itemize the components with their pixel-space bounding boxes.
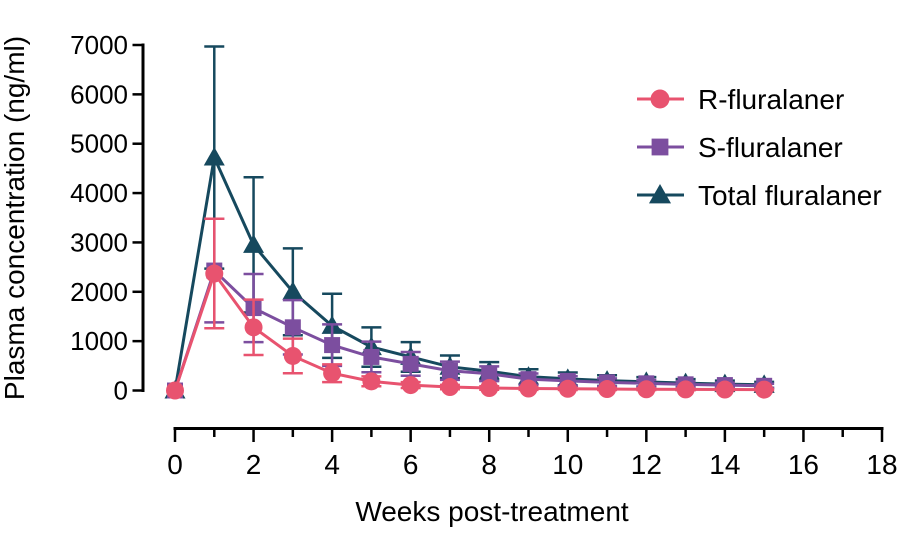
circle-marker-icon	[676, 380, 695, 399]
legend-label-total-fluralaner: Total fluralaner	[698, 180, 882, 211]
y-tick-label: 0	[114, 376, 128, 406]
legend-label-s-fluralaner: S-fluralaner	[698, 132, 843, 163]
triangle-marker-icon	[203, 147, 225, 166]
square-marker-icon	[324, 337, 341, 354]
x-axis: 0 2 4 6 8 10 12 14 16 18	[167, 427, 898, 480]
circle-marker-icon	[205, 264, 224, 283]
x-tick-label: 0	[167, 449, 183, 480]
x-tick-label: 6	[403, 449, 419, 480]
y-tick-label: 3000	[70, 227, 128, 257]
legend-item-s-fluralaner: S-fluralaner	[637, 132, 843, 163]
y-tick-label: 1000	[70, 326, 128, 356]
x-axis-title: Weeks post-treatment	[355, 496, 629, 527]
series-line-r-fluralaner	[173, 270, 765, 392]
circle-marker-icon	[519, 379, 538, 398]
x-tick-label: 18	[866, 449, 897, 480]
legend-item-r-fluralaner: R-fluralaner	[637, 84, 844, 115]
y-axis: 0 1000 2000 3000 4000 5000 6000 7000	[70, 30, 145, 406]
markers-r-fluralaner	[166, 264, 774, 400]
y-tick-label: 6000	[70, 79, 128, 109]
circle-marker-icon	[283, 346, 302, 365]
square-marker-icon	[481, 365, 498, 382]
x-tick-label: 8	[481, 449, 497, 480]
x-tick-label: 12	[631, 449, 662, 480]
y-axis-title: Plasma concentration (ng/ml)	[0, 36, 30, 400]
y-tick-label: 5000	[70, 129, 128, 159]
x-tick-label: 14	[709, 449, 740, 480]
y-tick-label: 2000	[70, 277, 128, 307]
triangle-marker-icon	[282, 281, 304, 300]
circle-marker-icon	[244, 318, 263, 337]
series-line-s-fluralaner	[173, 267, 765, 391]
x-tick-label: 10	[552, 449, 583, 480]
error-bars-total-fluralaner	[204, 45, 775, 390]
square-marker-icon	[651, 138, 669, 156]
y-tick-label: 4000	[70, 178, 128, 208]
circle-marker-icon	[637, 380, 656, 399]
triangle-marker-icon	[648, 183, 672, 204]
legend: R-fluralaner S-fluralaner Total fluralaner	[637, 84, 882, 211]
legend-item-total-fluralaner: Total fluralaner	[637, 180, 882, 211]
square-marker-icon	[284, 319, 301, 336]
circle-marker-icon	[558, 379, 577, 398]
circle-marker-icon	[480, 379, 499, 398]
x-tick-label: 4	[324, 449, 340, 480]
circle-marker-icon	[598, 380, 617, 399]
series-r-fluralaner	[166, 217, 775, 400]
x-tick-label: 16	[788, 449, 819, 480]
circle-marker-icon	[755, 380, 774, 399]
y-tick-label: 7000	[70, 30, 128, 60]
circle-marker-icon	[166, 381, 184, 400]
triangle-marker-icon	[243, 234, 265, 253]
circle-marker-icon	[650, 89, 670, 109]
circle-marker-icon	[362, 372, 381, 391]
circle-marker-icon	[440, 378, 459, 397]
square-marker-icon	[441, 362, 458, 379]
x-tick-label: 2	[246, 449, 262, 480]
square-marker-icon	[363, 348, 380, 365]
circle-marker-icon	[715, 380, 734, 399]
circle-marker-icon	[401, 376, 420, 395]
legend-label-r-fluralaner: R-fluralaner	[698, 84, 844, 115]
square-marker-icon	[402, 355, 419, 372]
circle-marker-icon	[323, 364, 342, 383]
